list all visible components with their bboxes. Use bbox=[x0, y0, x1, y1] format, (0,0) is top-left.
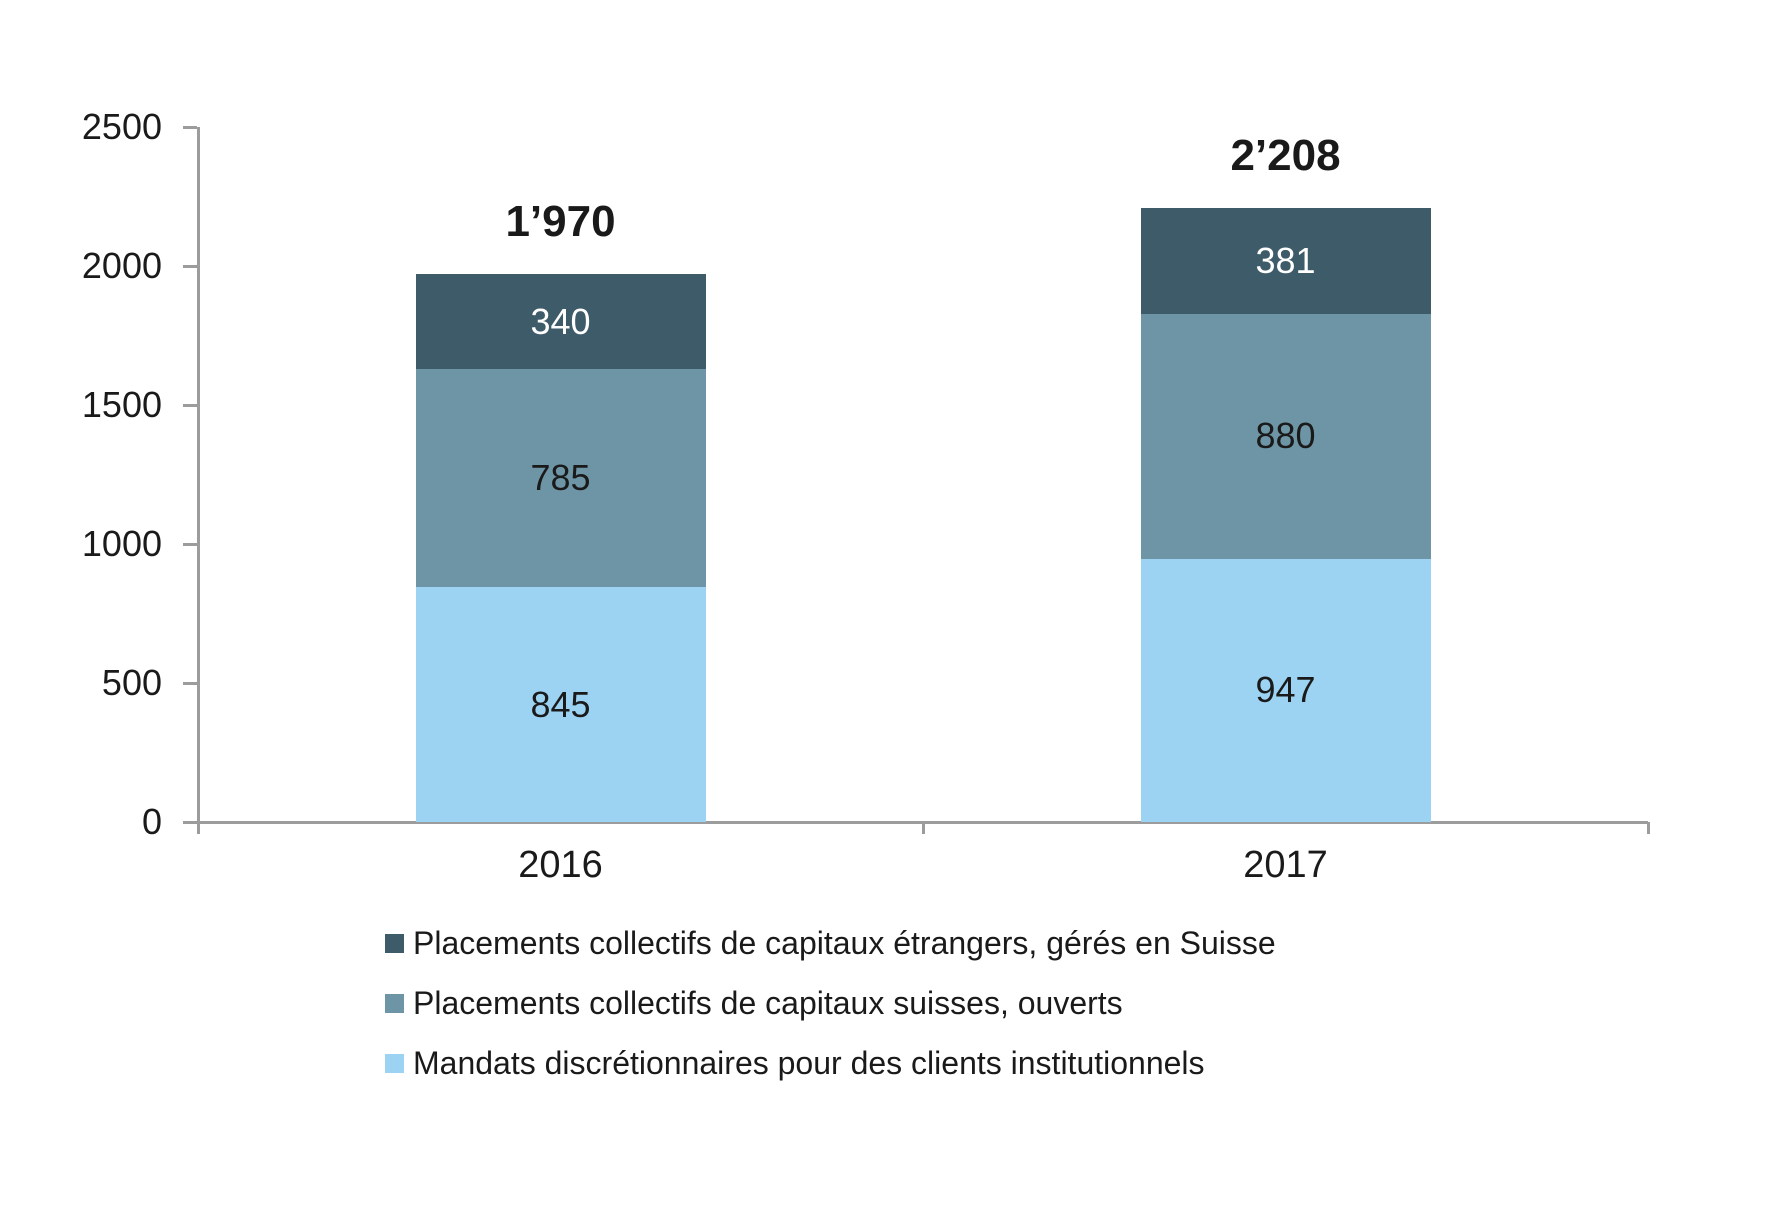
bar-segment-value-label: 340 bbox=[530, 300, 591, 342]
y-axis-tick bbox=[182, 125, 197, 129]
y-axis-tick bbox=[182, 403, 197, 407]
y-axis-tick bbox=[182, 542, 197, 546]
y-axis-tick bbox=[182, 264, 197, 268]
legend-label: Placements collectifs de capitaux suisse… bbox=[413, 985, 1123, 1021]
bar-total-label: 2’208 bbox=[1230, 131, 1341, 181]
bar-segment-value-label: 947 bbox=[1255, 669, 1316, 711]
bar-segment-2016-series2 bbox=[415, 274, 706, 369]
legend-item: Placements collectifs de capitaux étrang… bbox=[385, 924, 1276, 962]
y-axis-tick-label: 1500 bbox=[81, 384, 162, 425]
bar-segment-value-label: 785 bbox=[530, 456, 591, 498]
bar-segment-value-label: 880 bbox=[1255, 415, 1316, 457]
bar-segment-2017-series2 bbox=[1140, 208, 1431, 315]
legend-label: Placements collectifs de capitaux étrang… bbox=[413, 925, 1276, 961]
y-axis-tick-label: 1000 bbox=[81, 523, 162, 564]
bar-segment-value-label: 845 bbox=[530, 683, 591, 725]
x-axis-tick bbox=[921, 822, 925, 834]
legend-swatch bbox=[385, 1053, 404, 1073]
y-axis-tick-label: 0 bbox=[141, 801, 162, 842]
y-axis-tick bbox=[182, 681, 197, 685]
x-axis-category-label: 2016 bbox=[518, 844, 603, 886]
y-axis-line bbox=[196, 127, 200, 822]
y-axis-tick-label: 2500 bbox=[81, 106, 162, 147]
y-axis-tick-label: 500 bbox=[101, 662, 162, 703]
legend-swatch bbox=[385, 993, 404, 1013]
x-axis-category-label: 2017 bbox=[1243, 844, 1328, 886]
y-axis-tick-label: 2000 bbox=[81, 245, 162, 286]
legend-label: Mandats discrétionnaires pour des client… bbox=[413, 1045, 1205, 1081]
bar-segment-2017-series0 bbox=[1140, 558, 1431, 822]
bar-segment-2016-series1 bbox=[415, 368, 706, 588]
x-axis-tick bbox=[196, 822, 200, 834]
bar-segment-value-label: 381 bbox=[1255, 240, 1316, 282]
legend-item: Mandats discrétionnaires pour des client… bbox=[385, 1044, 1205, 1082]
bar-segment-2016-series0 bbox=[415, 587, 706, 822]
y-axis-tick bbox=[182, 820, 197, 824]
legend-item: Placements collectifs de capitaux suisse… bbox=[385, 984, 1123, 1022]
bar-total-label: 1’970 bbox=[505, 197, 616, 247]
legend-swatch bbox=[385, 933, 404, 953]
x-axis-tick bbox=[1646, 822, 1650, 834]
bar-segment-2017-series1 bbox=[1140, 314, 1431, 559]
